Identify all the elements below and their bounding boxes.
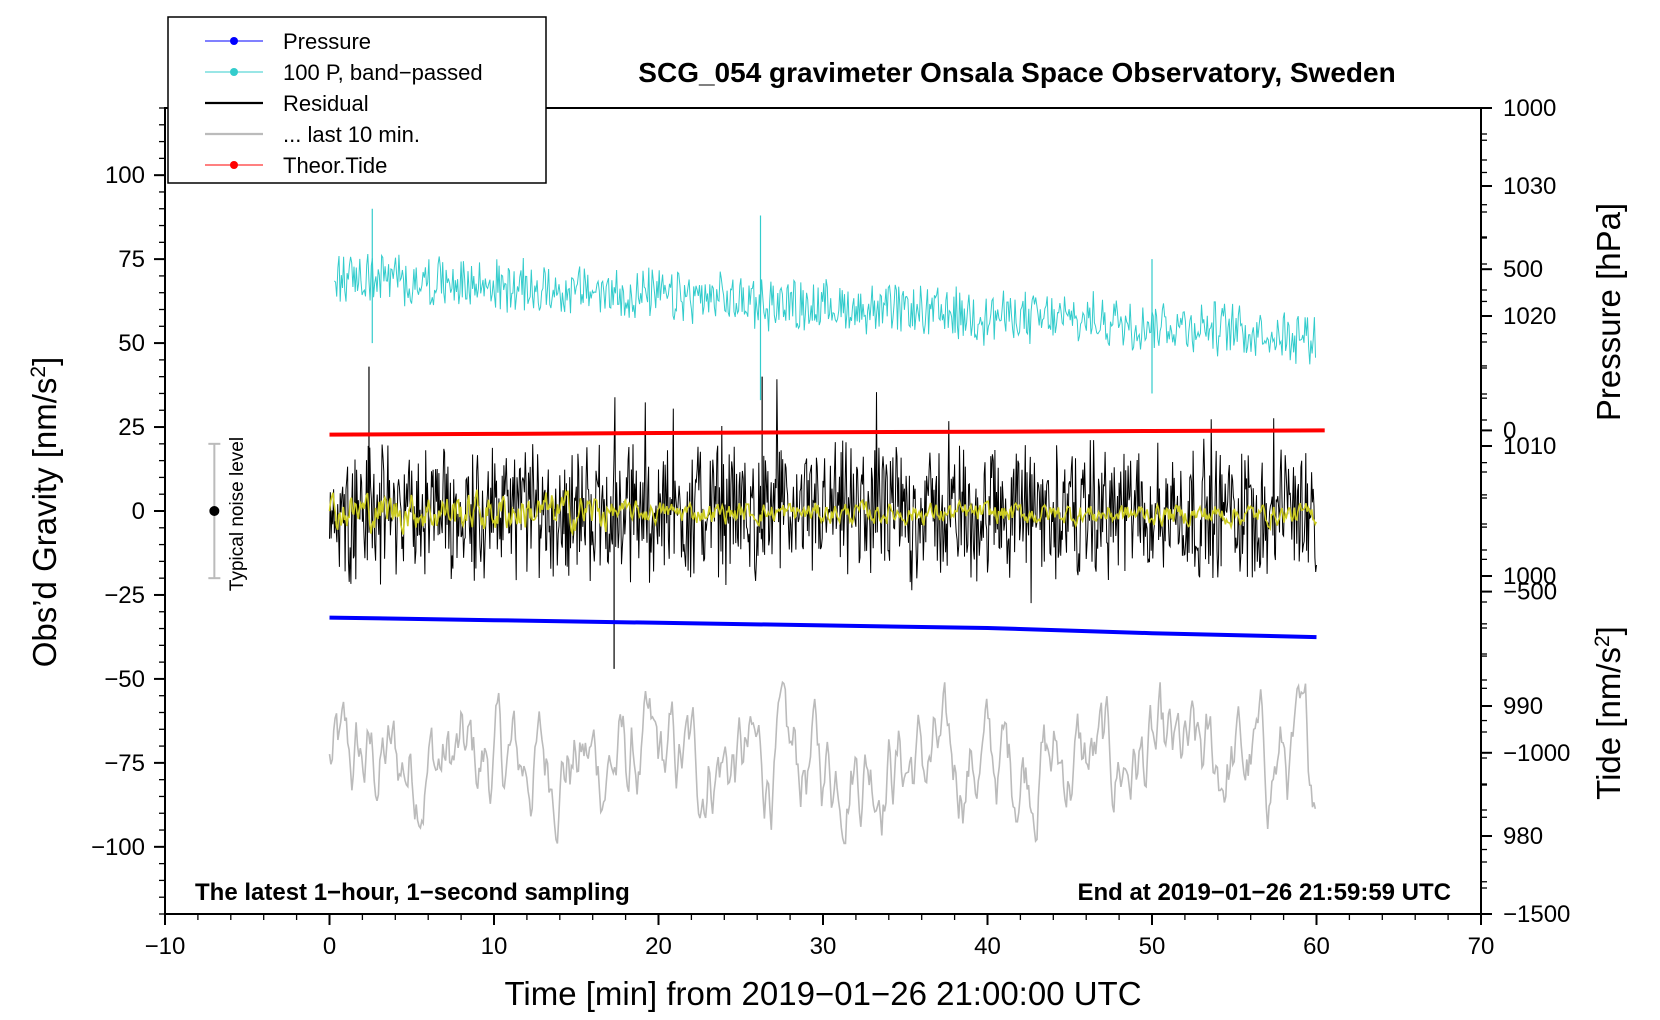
gravity-tick-label: −50 (104, 666, 145, 693)
axis-ticks: −10 0 10 20 30 40 50 60 701007550250−25−50−75−10… (91, 95, 1570, 960)
x-tick-label: −10 (145, 933, 186, 960)
tide-tick-label: −500 (1503, 579, 1557, 606)
x-tick-label: 60 (1303, 933, 1330, 960)
x-tick-label: 50 (1139, 933, 1166, 960)
noise-level-marker: Typical noise level (208, 437, 248, 591)
pressure-tick-label: 1030 (1503, 173, 1556, 200)
tide-tick-label: 1000 (1503, 95, 1556, 122)
tide-tick-label: 0 (1503, 417, 1516, 444)
legend-box (167, 16, 547, 184)
gravity-tick-label: −100 (91, 834, 145, 861)
y-axis-title-pressure: Pressure [hPa] (1590, 203, 1627, 421)
legend-label: 100 P, band−passed (283, 60, 483, 85)
y-axis-title-gravity: Obs’d Gravity [nm/s2] (26, 357, 63, 668)
legend-label: Residual (283, 91, 369, 116)
x-tick-label: 0 (323, 933, 336, 960)
pressure-tick-label: 1020 (1503, 303, 1556, 330)
chart-title: SCG_054 gravimeter Onsala Space Observat… (638, 57, 1395, 88)
gravity-tick-label: −25 (104, 582, 145, 609)
legend-label: Pressure (283, 29, 371, 54)
gravity-tick-label: 100 (105, 162, 145, 189)
gravity-tick-label: 50 (118, 330, 145, 357)
pressure-tick-label: 1010 (1503, 433, 1556, 460)
series-theoretical-tide (329, 428, 1325, 437)
gravity-tick-label: −75 (104, 750, 145, 777)
pressure-tick-label: 1000 (1503, 563, 1556, 590)
y-axis-title-tide: Tide [nm/s2] (1590, 626, 1627, 800)
legend-label: Theor.Tide (283, 153, 387, 178)
legend: Pressure 100 P, band−passed Residual ... la… (167, 16, 547, 184)
annotation-right: End at 2019−01−26 21:59:59 UTC (1077, 879, 1451, 906)
legend-marker (230, 37, 238, 45)
legend-marker (230, 68, 238, 76)
series-pressure (329, 615, 1317, 640)
noise-center-dot (209, 506, 220, 516)
series-last-10-min (328, 680, 1317, 845)
x-tick-label: 40 (974, 933, 1001, 960)
tide-tick-label: 500 (1503, 256, 1543, 283)
x-tick-label: 70 (1468, 933, 1495, 960)
x-axis-title: Time [min] from 2019−01−26 21:00:00 UTC (504, 975, 1141, 1012)
gravity-tick-label: 75 (118, 246, 145, 273)
series-residual-smoothed (328, 489, 1318, 537)
gravity-tick-label: 25 (118, 414, 145, 441)
pressure-tick-label: 990 (1503, 693, 1543, 720)
data-series (328, 208, 1325, 845)
series-residual (329, 379, 1317, 604)
tide-tick-label: −1000 (1503, 740, 1570, 767)
pressure-tick-label: 980 (1503, 823, 1543, 850)
tide-tick-label: −1500 (1503, 901, 1570, 928)
gravity-tick-label: 0 (132, 498, 145, 525)
legend-marker (230, 161, 238, 169)
x-tick-label: 10 (481, 933, 508, 960)
noise-level-label: Typical noise level (227, 437, 248, 591)
x-tick-label: 20 (645, 933, 672, 960)
annotation-left: The latest 1−hour, 1−second sampling (195, 879, 630, 906)
legend-label: ... last 10 min. (283, 122, 420, 147)
x-tick-label: 30 (810, 933, 837, 960)
